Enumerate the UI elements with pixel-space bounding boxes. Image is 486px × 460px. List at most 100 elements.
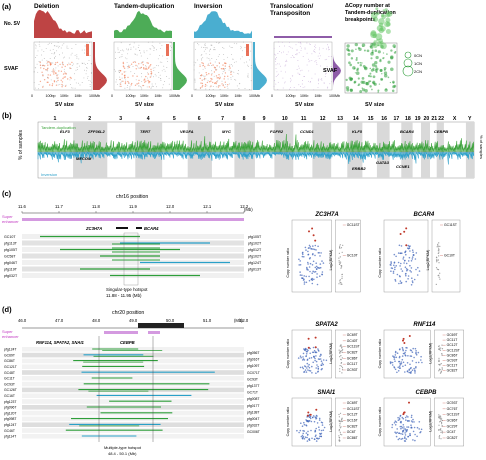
scatter-ylabel-right: Log2(RPKM) xyxy=(329,250,333,271)
svaf-point xyxy=(284,65,286,67)
copy-number-point xyxy=(346,44,350,48)
svaf-point xyxy=(223,59,225,61)
scatter-point xyxy=(302,356,304,358)
scatter-point xyxy=(412,418,414,421)
scatter-point xyxy=(297,357,300,359)
scatter-point xyxy=(319,275,321,278)
copy-number-point-large xyxy=(370,30,377,37)
svaf-point xyxy=(161,70,163,72)
svaf-density-point xyxy=(61,83,63,86)
svaf-point xyxy=(322,47,324,49)
svaf-point xyxy=(135,48,137,50)
svaf-point xyxy=(314,44,316,46)
svaf-point xyxy=(128,44,130,46)
scatter-point xyxy=(407,416,409,418)
svaf-density-point xyxy=(128,66,130,68)
scatter-point xyxy=(314,357,316,360)
svaf-point xyxy=(295,54,297,56)
scatter-point xyxy=(391,423,394,426)
svaf-point xyxy=(243,41,245,43)
svaf-density-point xyxy=(61,81,64,83)
chromosome-label: 21 xyxy=(431,116,437,122)
scatter-point xyxy=(400,262,402,265)
scatter-point xyxy=(407,435,409,438)
scatter-point xyxy=(391,361,394,364)
svaf-point xyxy=(125,71,127,73)
svaf-point xyxy=(143,52,145,54)
svaf-density-point xyxy=(218,62,220,64)
gene-label-bottom: GATA3 xyxy=(376,160,390,165)
svaf-point xyxy=(156,49,157,51)
svaf-density-point xyxy=(216,81,218,83)
scatter-point xyxy=(404,354,407,356)
svaf-point xyxy=(39,60,41,62)
scatter-point xyxy=(311,437,313,440)
scatter-point xyxy=(396,431,399,434)
copy-number-point xyxy=(371,52,373,54)
copy-number-point xyxy=(383,67,387,70)
expression-point xyxy=(436,268,438,270)
svaf-point xyxy=(39,45,41,47)
x-tick-label: 0 xyxy=(111,94,113,98)
svaf-point xyxy=(293,56,295,58)
svaf-point xyxy=(213,75,215,77)
scatter-point xyxy=(312,351,315,354)
expression-point xyxy=(338,413,340,416)
scatter-point xyxy=(322,359,325,361)
copy-number-title-line2: Tandem-duplication xyxy=(345,10,396,16)
svaf-point xyxy=(243,62,245,64)
svaf-point xyxy=(213,47,215,48)
copy-number-point xyxy=(370,45,374,49)
scatter-point xyxy=(304,365,307,368)
chr20-tick-label: 49.0 xyxy=(129,318,138,323)
expression-point xyxy=(341,418,343,420)
svaf-point xyxy=(38,60,40,62)
scatter-point xyxy=(398,365,401,368)
svaf-density-point xyxy=(224,72,227,74)
copy-number-legend: 0CN 1CN 2CN xyxy=(402,51,422,77)
svaf-density-point xyxy=(45,69,47,71)
svaf-point xyxy=(205,48,207,50)
scatter-point xyxy=(398,360,401,363)
svaf-density-point xyxy=(122,62,125,65)
svaf-point xyxy=(285,59,287,61)
chromosome-label: 4 xyxy=(147,116,150,122)
svaf-density-point xyxy=(213,66,216,69)
svaf-point xyxy=(194,78,196,80)
legend-0cn-circle xyxy=(404,51,412,59)
scatter-point xyxy=(396,371,398,374)
gene-label-top: CEBPB xyxy=(434,129,448,134)
svaf-point xyxy=(193,61,195,63)
svaf-point xyxy=(121,55,123,57)
scatter-point xyxy=(301,277,303,279)
svaf-density-point xyxy=(142,64,144,66)
scatter-point xyxy=(321,362,324,365)
scatter-point xyxy=(315,262,318,265)
svaf-point xyxy=(56,77,58,79)
expression-point xyxy=(339,365,341,367)
svaf-point xyxy=(326,65,328,67)
scatter-point xyxy=(304,369,307,371)
x-tick-label: 0 xyxy=(271,94,273,98)
scatter-point xyxy=(403,428,405,430)
scatter-point xyxy=(408,420,411,422)
svaf-point xyxy=(328,56,330,58)
svaf-point xyxy=(42,74,44,75)
svaf-density-point xyxy=(122,80,124,83)
sample-label: GC11ST xyxy=(347,345,360,349)
scatter-point xyxy=(418,270,421,272)
scatter-point xyxy=(313,349,316,352)
expression-point xyxy=(438,368,440,370)
svaf-point xyxy=(156,65,158,67)
copy-number-point xyxy=(372,81,375,84)
svaf-density-point xyxy=(149,65,151,67)
svaf-density-point xyxy=(138,79,140,82)
svaf-density-point xyxy=(141,61,143,64)
expression-point xyxy=(340,359,342,361)
svaf-density-point xyxy=(147,67,150,69)
scatter-point xyxy=(394,351,397,354)
svaf-point xyxy=(127,67,129,69)
svaf-point xyxy=(141,73,143,74)
scatter-point xyxy=(401,270,404,272)
